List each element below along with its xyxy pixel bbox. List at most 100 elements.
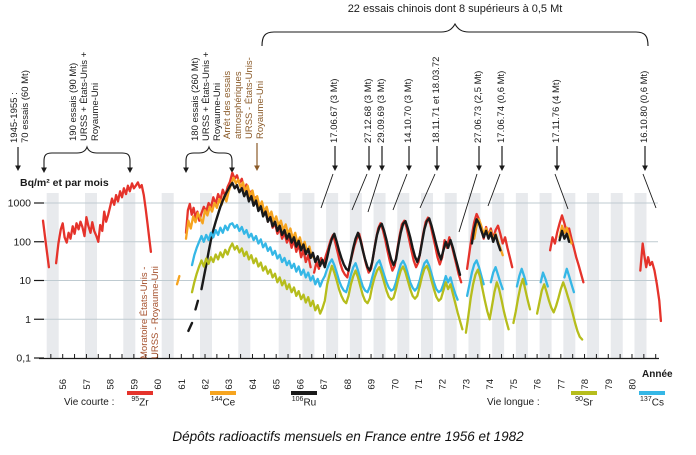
year-band: [238, 193, 251, 358]
x-tick-label: 72: [438, 379, 449, 390]
x-tick-label: 74: [485, 379, 496, 390]
year-band: [200, 193, 212, 358]
chinese-tests-brace: [261, 22, 649, 47]
year-band: [46, 193, 59, 358]
series-144Ce: [184, 176, 313, 259]
x-tick-label: 67: [319, 379, 330, 390]
x-tick-label: 63: [224, 379, 235, 390]
y-tick-label: 10: [19, 275, 31, 287]
year-band: [610, 193, 623, 358]
arrowhead: [406, 165, 412, 171]
legend-item-sr90: 90Sr: [562, 391, 606, 408]
annotation-test-date-2: 29.09.69 (3 Mt): [376, 78, 387, 143]
arrowhead: [41, 167, 47, 173]
arrowhead: [332, 165, 338, 171]
y-tick-label: 100: [13, 236, 31, 248]
x-tick-label: 56: [58, 379, 69, 390]
figure-caption: Dépôts radioactifs mensuels en France en…: [172, 429, 524, 444]
legend-item-zr95: 95Zr: [118, 391, 162, 408]
x-tick-label: 65: [272, 379, 283, 390]
x-tick-label: 78: [580, 379, 591, 390]
series-90Sr: [512, 277, 532, 325]
x-tick-label: 64: [248, 379, 259, 390]
tick-labels: 1000 100 10 1 0,1 56 57 58 59 60 61 62 63 64 65 66 67 68 6…: [8, 198, 639, 390]
date-pointer-line: [351, 173, 368, 211]
x-tick-label: 69: [367, 379, 378, 390]
date-pointer-line: [642, 173, 657, 209]
legend-short-lived-label: Vie courte :: [64, 397, 115, 408]
annotation-test-date-0: 17.06.67 (3 Mt): [329, 78, 340, 143]
y-tick-label: 1: [25, 314, 31, 326]
legend-swatch-cs137: [639, 391, 665, 395]
series-95Zr: [54, 181, 153, 265]
x-tick-label: 58: [106, 379, 117, 390]
x-tick-label: 79: [604, 379, 615, 390]
annotation-arret-essais: Arrêt des essais atmosphériques URSS - É…: [222, 57, 266, 139]
series-106Ru: [187, 321, 194, 333]
x-tick-label: 62: [201, 379, 212, 390]
legend-label-cs137: 137Cs: [640, 396, 664, 409]
legend-label-sr90: 90Sr: [575, 396, 593, 409]
brace: [43, 145, 131, 168]
arrowhead: [642, 165, 648, 171]
year-band: [123, 193, 136, 358]
series-90Sr: [535, 281, 584, 341]
date-pointer-line: [367, 173, 381, 213]
year-band: [634, 193, 647, 358]
series-95Zr: [41, 219, 51, 269]
series-106Ru: [558, 229, 571, 244]
series-137Cs: [563, 267, 576, 294]
year-band: [587, 193, 600, 358]
annotation-test-date-5: 27.06.73 (2,5 Mt): [473, 70, 484, 143]
arrowhead: [254, 165, 260, 171]
series-90Sr: [190, 242, 464, 331]
series-137Cs: [489, 266, 504, 291]
date-pointer-line: [487, 173, 501, 207]
annotation-test-date-1: 27.12.68 (3 Mt): [363, 78, 374, 143]
x-tick-label: 61: [177, 379, 188, 390]
series-144Ce: [175, 274, 181, 286]
x-tick-label: 60: [153, 379, 164, 390]
series-144Ce: [558, 224, 573, 245]
legend-swatch-zr95: [127, 391, 153, 395]
annotation-test-date-3: 14.10.70 (3 Mt): [403, 78, 414, 143]
chinese-tests-label: 22 essais chinois dont 8 supérieurs à 0,…: [347, 3, 563, 15]
year-bands: [46, 193, 647, 358]
series-137Cs: [190, 222, 459, 301]
annotation-moratoire: Moratoire États-Unis - URSS - Royaume-Un…: [139, 266, 161, 359]
legend-swatch-sr90: [571, 391, 597, 395]
date-pointer-line: [554, 173, 569, 210]
x-tick-label: 66: [295, 379, 306, 390]
arrowhead: [15, 165, 21, 171]
arrowhead: [379, 165, 385, 171]
arrowhead: [127, 167, 133, 173]
arrowhead: [554, 165, 560, 171]
x-axis-label: Année: [642, 369, 673, 380]
legend-swatch-ru106: [291, 391, 317, 395]
arrowhead: [434, 165, 440, 171]
series-95Zr: [639, 242, 663, 323]
legend-long-lived-label: Vie longue :: [487, 397, 540, 408]
annotation-test-date-7: 17.11.76 (4 Mt): [551, 79, 562, 143]
x-tick-label: 59: [129, 379, 140, 390]
year-band: [161, 193, 174, 358]
arrowhead: [499, 165, 505, 171]
year-band: [515, 193, 528, 358]
x-tick-label: 70: [390, 379, 401, 390]
x-tick-label: 68: [343, 379, 354, 390]
x-tick-label: 77: [556, 379, 567, 390]
series-137Cs: [539, 271, 549, 288]
x-tick-label: 76: [533, 379, 544, 390]
legend-label-zr95: 95Zr: [131, 396, 149, 409]
date-pointer-line: [392, 173, 408, 211]
x-tick-label: 75: [509, 379, 520, 390]
arrowhead: [476, 165, 482, 171]
arrowhead: [229, 167, 235, 173]
legend-item-ce144: 144Ce: [201, 391, 245, 408]
annotation-test-date-8: 16.10.80 (0,6 Mt): [639, 70, 650, 143]
legend-label-ru106: 106Ru: [291, 396, 317, 409]
series-137Cs: [515, 267, 528, 288]
annotation-tests-1945-1955: 1945-1955 : 70 essais (60 Mt): [9, 70, 31, 143]
series-106Ru: [200, 181, 462, 291]
